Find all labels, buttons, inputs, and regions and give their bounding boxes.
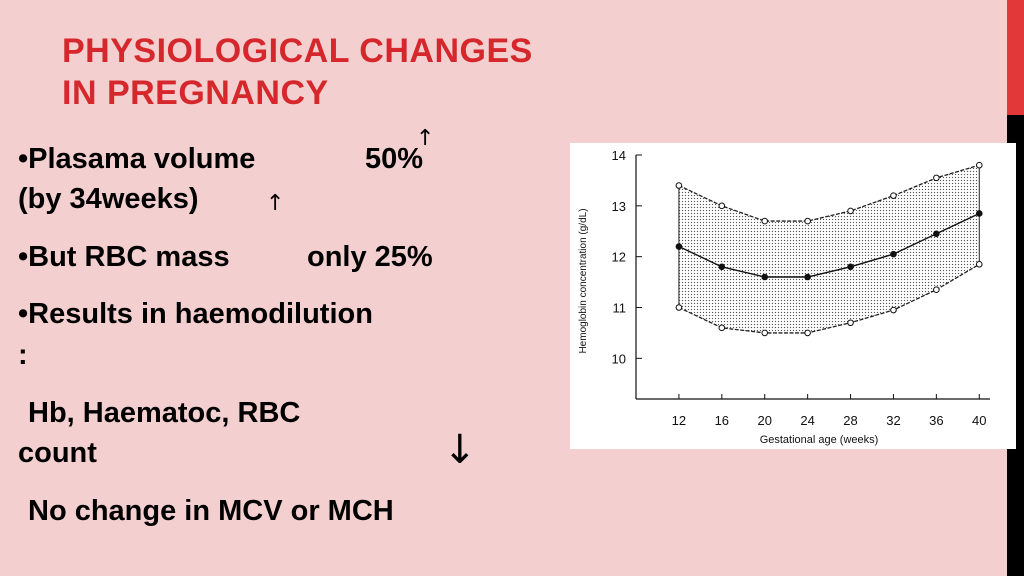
y-tick-label: 11 [613, 301, 627, 316]
upper-point [761, 217, 769, 225]
title-line-2: IN PREGNANCY [62, 74, 329, 112]
mean-point [675, 243, 683, 250]
hemoglobin-chart: 10 11 12 13 14 12 16 20 24 28 32 36 40 Gestational ag… [570, 143, 1016, 449]
y-tick-label: 12 [612, 250, 626, 265]
upper-point [847, 207, 854, 215]
x-tick-label: 32 [886, 413, 900, 428]
title-line-1: PHYSIOLOGICAL CHANGES [62, 32, 533, 70]
lower-point [933, 286, 940, 294]
slide-title: PHYSIOLOGICAL CHANGES IN PREGNANCY [62, 30, 702, 114]
accent-bar [1007, 0, 1024, 115]
upper-point [718, 202, 726, 210]
x-tick-label: 36 [929, 413, 943, 428]
mean-point [761, 273, 769, 281]
y-axis-label: Hemoglobin concentration (g/dL) [578, 208, 589, 353]
mean-point [890, 250, 897, 258]
series-line-upper [678, 164, 980, 222]
x-tick-label: 24 [800, 413, 814, 428]
lower-point [675, 304, 683, 311]
mean-point [847, 263, 854, 271]
indices-down-arrow-icon: ↓ [443, 427, 477, 473]
plasma-up-arrow-icon: ↑ [416, 126, 435, 151]
y-tick-label: 10 [612, 351, 626, 366]
series-line-lower [678, 263, 980, 334]
indices-line: Hb, Haematoc, RBC [28, 397, 301, 429]
y-tick-label: 13 [612, 199, 626, 214]
mean-point [804, 273, 811, 281]
bullet-rbc-mass: •But RBC mass [18, 241, 230, 273]
x-tick-label: 12 [672, 413, 686, 428]
y-tick-label: 14 [612, 148, 626, 163]
lower-point [975, 260, 983, 268]
lower-point [804, 329, 811, 337]
bullet-plasma-volume: •Plasama volume [18, 143, 256, 175]
lower-point [718, 324, 726, 332]
mean-point [975, 210, 983, 217]
bullet-plasma-timing: (by 34weeks) [18, 183, 199, 215]
indices-line-count: count [18, 437, 97, 469]
x-tick-label: 40 [972, 413, 986, 428]
x-tick-label: 28 [843, 413, 857, 428]
mcv-mch-line: No change in MCV or MCH [28, 495, 394, 527]
upper-point [975, 161, 983, 169]
x-tick-label: 16 [715, 413, 729, 428]
series-line-mean [678, 212, 980, 278]
plasma-volume-value: 50% [365, 143, 424, 175]
x-tick-label: 20 [757, 413, 771, 428]
lower-point [890, 306, 897, 314]
upper-point [675, 182, 683, 189]
x-axis-label: Gestational age (weeks) [760, 434, 879, 446]
lower-point [761, 329, 769, 337]
upper-point [890, 192, 897, 199]
lower-point [847, 319, 854, 327]
chart-svg: 10 11 12 13 14 12 16 20 24 28 32 36 40 Gestational ag… [578, 148, 990, 446]
bullet-haemodilution: •Results in haemodilution [18, 298, 373, 330]
upper-point [933, 174, 940, 182]
rbc-mass-value: only 25% [307, 241, 433, 273]
mean-point [933, 230, 940, 238]
mean-point [718, 263, 726, 271]
range-band [678, 165, 980, 333]
upper-point [804, 217, 811, 225]
timing-up-arrow-icon: ↑ [266, 191, 285, 216]
bullet-haemodilution-colon: : [18, 339, 28, 371]
